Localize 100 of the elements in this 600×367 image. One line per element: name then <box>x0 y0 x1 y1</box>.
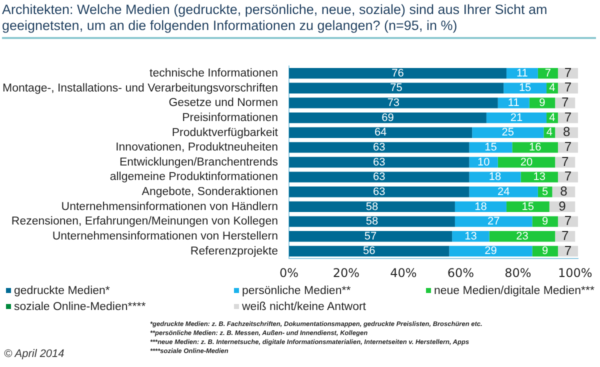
data-label: 16 <box>528 141 542 154</box>
data-label: 10 <box>477 156 490 168</box>
legend-label: soziale Online-Medien**** <box>13 301 146 313</box>
bar <box>289 201 455 212</box>
bar <box>289 68 506 79</box>
x-tick-label: 0% <box>279 266 299 280</box>
data-label: 13 <box>533 171 546 184</box>
y-tick-label: Unternehmensinformationen von Händlern <box>61 200 278 213</box>
bar <box>289 186 470 198</box>
data-label: 56 <box>362 245 376 258</box>
bar <box>555 98 576 108</box>
data-label: 15 <box>522 200 534 213</box>
legend-label: neue Medien/digitale Medien*** <box>433 285 594 297</box>
bar <box>449 246 532 257</box>
data-label: 58 <box>366 200 378 213</box>
bar <box>498 156 556 168</box>
y-tick-label: Gesetze und Normen <box>168 97 278 110</box>
data-label: 7 <box>564 168 572 184</box>
data-label: 7 <box>564 139 572 154</box>
data-label: 11 <box>508 96 520 109</box>
bar <box>489 231 556 242</box>
data-label: 69 <box>382 112 394 124</box>
bar <box>520 172 558 182</box>
data-label: 7 <box>564 242 572 258</box>
bar <box>289 142 470 153</box>
chart-title: Architekten: Welche Medien (gedruckte, persönliche, neue, soziale) sind aus Ihrer Sicht am geeignetsten, um an die folgenden Informationen zu gelangen? (n=95, in %) <box>2 2 596 39</box>
data-label: 24 <box>497 186 510 198</box>
bar <box>529 98 556 108</box>
bar <box>289 231 452 242</box>
bar <box>558 172 578 182</box>
data-label: 5 <box>542 186 548 198</box>
data-label: 4 <box>549 82 556 94</box>
bar <box>498 98 530 108</box>
data-label: 63 <box>373 156 386 168</box>
y-tick-label: Montage-, Installations- und Verarbeitungsvorschriften <box>2 82 278 94</box>
bar <box>469 142 512 153</box>
bar <box>454 216 532 227</box>
bar <box>558 216 578 227</box>
y-tick-label: Unternehmensinformationen von Herstellern <box>52 230 278 243</box>
data-label: 7 <box>562 154 569 169</box>
bar <box>472 127 544 138</box>
bar <box>469 172 521 182</box>
data-label: 13 <box>464 230 477 242</box>
bar <box>469 186 538 198</box>
data-label: 15 <box>484 141 497 154</box>
text: © April 2014 <box>4 348 64 360</box>
data-label: 63 <box>373 171 386 184</box>
data-label: 7 <box>564 213 572 228</box>
bar <box>289 172 470 182</box>
bar <box>289 216 455 227</box>
bar <box>558 142 578 153</box>
y-tick-label: Preisinformationen <box>182 112 278 124</box>
x-tick-label: 100% <box>558 266 592 280</box>
data-label: 7 <box>544 67 552 80</box>
data-label: 18 <box>474 200 487 213</box>
data-label: 7 <box>562 94 569 110</box>
bar <box>486 112 547 124</box>
data-label: 4 <box>549 112 556 124</box>
y-tick-label: Referenzprojekte <box>190 245 278 258</box>
data-label: 27 <box>487 216 500 228</box>
y-tick-label: Entwicklungen/Branchentrends <box>119 156 278 168</box>
y-tick-label: technische Informationen <box>150 67 278 80</box>
x-tick-label: 80% <box>504 266 532 280</box>
x-tick-label: 40% <box>390 266 417 280</box>
data-label: 9 <box>542 216 548 228</box>
data-label: 25 <box>502 126 514 139</box>
bar <box>532 216 558 227</box>
bar <box>289 98 498 108</box>
data-label: 9 <box>542 245 548 258</box>
data-label: 20 <box>520 156 533 168</box>
bar <box>289 112 486 124</box>
bar <box>289 127 472 138</box>
data-label: 63 <box>373 141 386 154</box>
bar <box>289 246 450 257</box>
data-label: 64 <box>374 126 387 139</box>
y-tick-label: Innovationen, Produktneuheiten <box>116 142 278 154</box>
data-label: 58 <box>366 216 378 228</box>
legend-label: persönliche Medien** <box>241 285 351 297</box>
bar <box>512 142 558 153</box>
x-tick-label: 60% <box>447 266 474 280</box>
data-label: 57 <box>364 230 377 242</box>
data-label: 8 <box>560 183 568 198</box>
data-label: 7 <box>564 64 572 80</box>
legend-label: weiß nicht/keine Antwort <box>241 301 366 313</box>
y-tick-label: Rezensionen, Erfahrungen/Meinungen von Kollegen <box>11 216 278 228</box>
data-label: 15 <box>518 82 532 94</box>
data-label: 21 <box>510 112 523 124</box>
data-label: 76 <box>392 67 404 80</box>
y-tick-label: allgemeine Produktinformationen <box>110 171 278 184</box>
data-label: 4 <box>546 126 552 139</box>
data-label: 7 <box>564 109 572 124</box>
bar <box>289 156 470 168</box>
data-label: 9 <box>539 96 546 109</box>
data-label: 63 <box>373 186 386 198</box>
data-label: 7 <box>562 228 569 243</box>
x-tick-label: 20% <box>332 266 360 280</box>
data-label: 75 <box>390 82 402 94</box>
data-label: 9 <box>558 198 566 214</box>
data-label: 29 <box>484 245 497 258</box>
data-label: 18 <box>488 171 502 184</box>
